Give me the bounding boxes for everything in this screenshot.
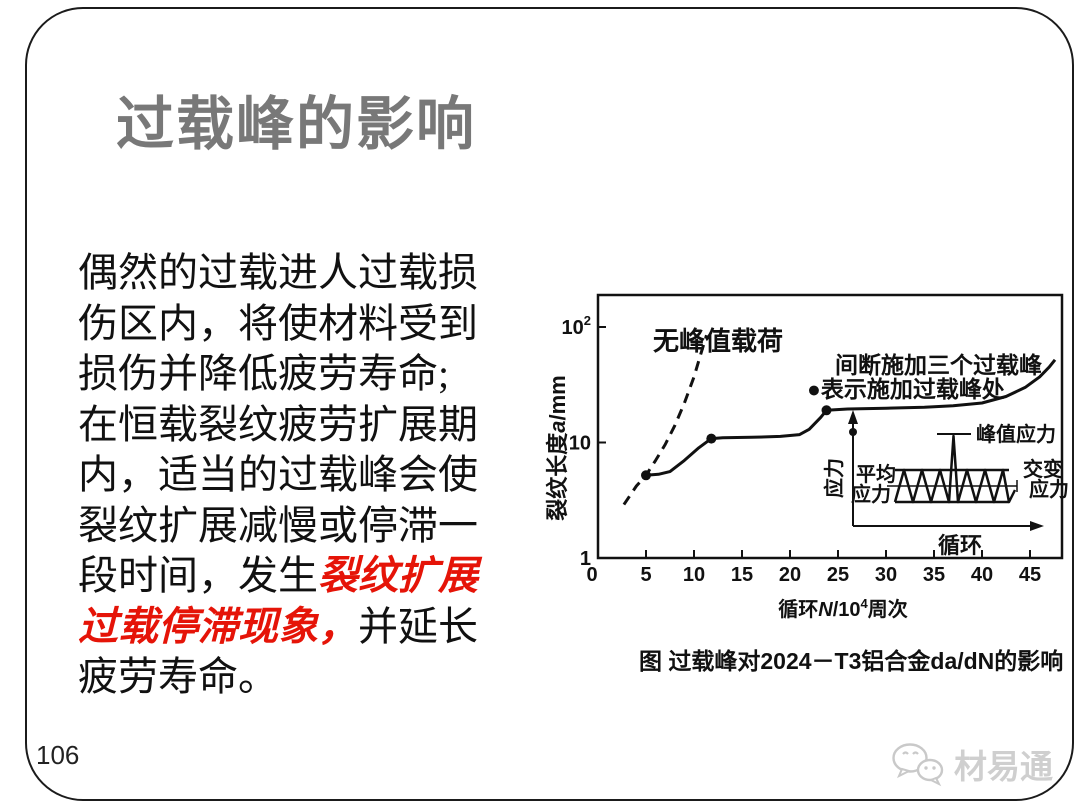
body-text-line: 在恒载裂纹疲劳扩展期 (78, 400, 548, 451)
overload-peak-marker (706, 433, 717, 444)
x-tick-label: 10 (683, 564, 705, 586)
plot-frame (596, 293, 1064, 560)
inset-mean-stress-label: 应力 (851, 482, 891, 506)
x-tick-label: 45 (1019, 564, 1041, 586)
x-tick-label: 0 (586, 564, 597, 586)
x-tick-label: 25 (827, 564, 849, 586)
body-text-segment: 伤区内，将使材料受到 (78, 300, 478, 346)
body-text-line: 过载停滞现象，并延长 (78, 602, 548, 653)
page-title: 过载峰的影响 (116, 91, 477, 157)
inset-x-axis-title: 循环 (938, 533, 982, 558)
wechat-icon (892, 743, 944, 787)
body-text-line: 偶然的过载进人过载损 (78, 248, 548, 299)
x-tick-label: 15 (731, 564, 753, 586)
inset-y-axis-title: 应力 (822, 458, 846, 498)
body-text-segment: 段时间，发生 (78, 553, 318, 598)
page-number: 106 (36, 740, 80, 770)
body-text-line: 损伤并降低疲劳寿命; (78, 349, 548, 400)
body-text-line: 伤区内，将使材料受到 (78, 299, 548, 350)
x-tick-label: 20 (779, 564, 801, 586)
y-tick-label: 1 (580, 548, 591, 570)
body-text-segment: 并延长 (358, 603, 478, 649)
watermark: 材易通 (890, 740, 1053, 788)
body-text-segment: 损伤并降低疲劳寿命; (78, 351, 450, 396)
body-text-segment: 内，适当的过载峰会使 (78, 452, 478, 497)
x-axis-title: 循环N/104周次 (778, 596, 908, 621)
body-text-line: 裂纹扩展减慢或停滞一 (78, 501, 548, 552)
body-text-line: 内，适当的过载峰会使 (78, 450, 548, 501)
chart-svg: 0 5 10 15 20 25 30 35 40 45 1 10 102 无峰值载荷间断施加三个过载峰●表… (545, 293, 1069, 621)
body-text-segment: 在恒载裂纹疲劳扩展期 (78, 401, 478, 447)
note-line2: ●表示施加过载峰处 (807, 376, 1005, 402)
y-tick-label: 10 (569, 433, 591, 455)
y-tick-label: 102 (562, 313, 591, 339)
body-text-line: 疲劳寿命。 (78, 652, 548, 703)
body-text: 偶然的过载进人过载损 伤区内，将使材料受到 损伤并降低疲劳寿命; 在恒载裂纹疲劳扩展期… (78, 248, 548, 703)
overload-peak-marker (641, 470, 651, 481)
inset-alt-stress-label: 应力 (1029, 477, 1069, 501)
slide-border (25, 7, 1074, 801)
inset-peak-stress-label: 峰值应力 (976, 422, 1056, 446)
body-text-line: 段时间，发生裂纹扩展 (78, 551, 548, 602)
body-text-red-emphasis: 裂纹扩展 (318, 553, 478, 598)
figure-caption: 图 过载峰对2024－T3铝合金da/dN的影响 (639, 648, 1064, 674)
body-text-segment: 偶然的过载进人过载损 (78, 250, 478, 295)
body-text-segment: 裂纹扩展减慢或停滞一 (78, 502, 478, 548)
note-line1: 间断施加三个过载峰 (835, 352, 1043, 378)
curve-no-peak-load (622, 334, 708, 506)
fatigue-crack-growth-figure: 0 5 10 15 20 25 30 35 40 45 1 10 102 无峰值载荷间断施加三个过载峰 ●表… (543, 283, 1080, 683)
body-text-segment: 疲劳寿命。 (78, 654, 278, 699)
dashed-curve-label: 无峰值载荷 (653, 326, 783, 356)
x-tick-label: 40 (971, 564, 993, 586)
inset-alt-stress-label: 交变 (1023, 457, 1063, 481)
x-tick-label: 5 (640, 564, 651, 586)
inset-mean-stress-label: 平均 (856, 462, 896, 486)
body-text-red-emphasis: 过载停滞现象， (78, 603, 358, 649)
watermark-text: 材易通 (954, 748, 1053, 785)
curve-with-overload-peaks (645, 358, 1057, 477)
x-tick-label: 35 (923, 564, 945, 586)
x-tick-label: 30 (875, 564, 897, 586)
fatigue-crack-growth-chart: 0 5 10 15 20 25 30 35 40 45 1 10 102 无峰值载荷间断施加三个过载峰 ●表… (543, 283, 1080, 628)
overload-peak-marker (821, 405, 832, 416)
y-axis-title: 裂纹长度a/mm (545, 375, 570, 521)
